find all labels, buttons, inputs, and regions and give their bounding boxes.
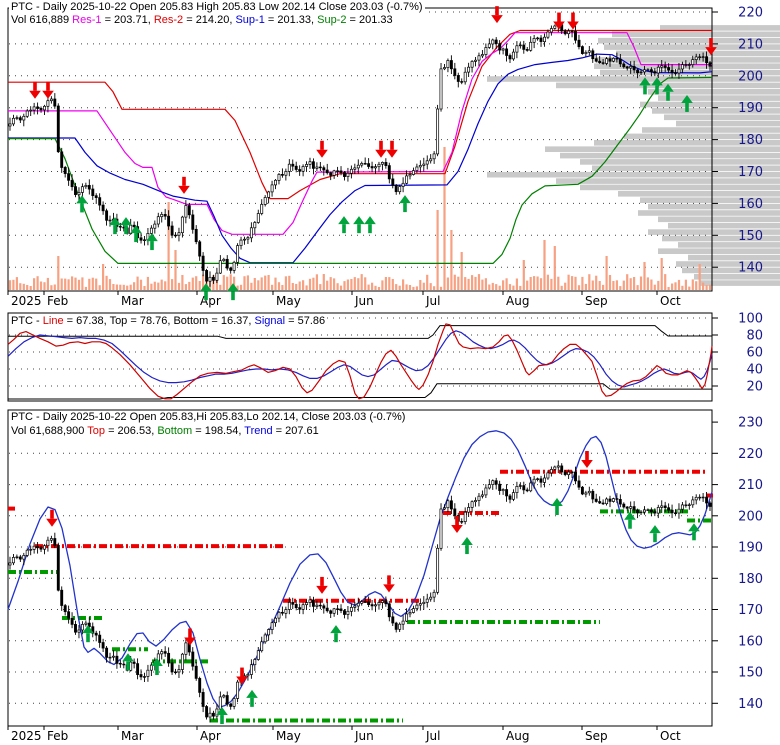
oscillator-panel-legend: PTC - Line = 67.38, Top = 78.76, Bottom … xyxy=(9,315,328,327)
sup2-value: = 201.33 xyxy=(346,14,393,26)
signal-value: = 57.86 xyxy=(285,315,326,327)
price-panel-title: PTC - Daily 2025-10-22 Open 205.83 High … xyxy=(9,1,425,13)
x-tick-label: May xyxy=(276,729,301,743)
x-tick-label: 2025 xyxy=(11,729,42,743)
overlay-lines xyxy=(8,29,713,264)
x-tick-label: Apr xyxy=(200,729,221,743)
x-tick-label: Apr xyxy=(200,294,221,308)
x-tick-label: Sep xyxy=(585,729,608,743)
y-tick-label: 150 xyxy=(738,666,763,681)
x-tick-label: Mar xyxy=(121,729,144,743)
sup1-value: = 201.33, xyxy=(264,14,318,26)
y-tick-label: 140 xyxy=(738,697,763,712)
y-tick-label: 170 xyxy=(738,603,763,618)
trend-volume-value: Vol 61,688,900 xyxy=(11,425,88,437)
y-tick-label: 210 xyxy=(738,478,763,493)
y-tick-label: 230 xyxy=(738,416,763,431)
signal-label: Signal xyxy=(254,315,286,327)
oscillator-lines xyxy=(7,323,713,400)
y-tick-label: 200 xyxy=(738,69,763,84)
trend-label: Trend xyxy=(244,425,273,437)
x-tick-label: Aug xyxy=(506,294,529,308)
res2-label: Res-2 xyxy=(153,14,184,26)
y-tick-label: 180 xyxy=(738,133,763,148)
x-tick-label: Sep xyxy=(585,294,608,308)
sup2-label: Sup-2 xyxy=(317,14,347,26)
x-tick-label: Oct xyxy=(660,729,681,743)
x-tick-label: Jun xyxy=(354,294,374,308)
y-tick-label: 100 xyxy=(738,312,763,327)
y-tick-label: 170 xyxy=(738,165,763,180)
signal-arrows xyxy=(29,6,717,301)
x-tick-label: Feb xyxy=(47,729,68,743)
oscillator-panel-axes: 100 80 60 40 20 xyxy=(7,312,763,402)
x-tick-label: Jun xyxy=(354,729,374,743)
res1-value: = 203.71, xyxy=(101,14,154,26)
trend-signal-arrows xyxy=(46,450,700,725)
trend-value: = 207.61 xyxy=(272,425,319,437)
top-bottom-values: Top = 78.76, Bottom = 16.37, xyxy=(109,315,255,327)
y-tick-label: 190 xyxy=(738,541,763,556)
level-segments xyxy=(8,469,713,723)
top-value: = 206.53, xyxy=(105,425,158,437)
trend-line xyxy=(7,430,713,709)
y-tick-label: 210 xyxy=(738,37,763,52)
res1-label: Res-1 xyxy=(72,14,102,26)
trend-panel-title-text: PTC - Daily 2025-10-22 Open 205.83,Hi 20… xyxy=(11,411,406,423)
y-tick-label: 160 xyxy=(738,197,763,212)
x-tick-label: Feb xyxy=(47,294,68,308)
x-tick-label: Mar xyxy=(121,294,144,308)
y-tick-label: 180 xyxy=(738,572,763,587)
trend-panel-title: PTC - Daily 2025-10-22 Open 205.83,Hi 20… xyxy=(9,411,408,423)
price-panel-title-text: PTC - Daily 2025-10-22 Open 205.83 High … xyxy=(11,1,423,13)
y-tick-label: 220 xyxy=(738,6,763,21)
y-tick-label: 220 xyxy=(738,447,763,462)
candles xyxy=(8,19,712,287)
trend-panel-axes: 230 220 210 200 190 180 170 160 150 140 2025 Feb Mar… xyxy=(7,409,763,743)
y-tick-label: 60 xyxy=(746,346,763,361)
y-tick-label: 140 xyxy=(738,261,763,276)
y-tick-label: 150 xyxy=(738,229,763,244)
x-tick-label: Oct xyxy=(660,294,681,308)
bottom-value: = 198.54, xyxy=(192,425,245,437)
trend-panel-legend: Vol 61,688,900 Top = 206.53, Bottom = 19… xyxy=(9,425,321,437)
y-tick-label: 190 xyxy=(738,101,763,116)
trend-candles xyxy=(8,460,712,723)
y-tick-label: 80 xyxy=(746,329,763,344)
x-tick-label: 2025 xyxy=(11,294,42,308)
y-tick-label: 40 xyxy=(746,363,763,378)
price-panel-axes: 220 210 200 190 180 170 160 150 140 2025 Feb Mar Apr… xyxy=(7,6,763,308)
x-tick-label: Jul xyxy=(425,294,440,308)
y-tick-label: 160 xyxy=(738,634,763,649)
top-label: Top xyxy=(87,425,106,437)
res2-value: = 214.20, xyxy=(183,14,236,26)
volume-value: Vol 616,889 xyxy=(11,14,73,26)
x-tick-label: Jul xyxy=(425,729,440,743)
x-tick-label: Aug xyxy=(506,729,529,743)
volume-profile xyxy=(487,25,780,286)
line-label: Line xyxy=(42,315,64,327)
line-value: = 67.38, xyxy=(63,315,110,327)
bottom-label: Bottom xyxy=(157,425,193,437)
x-tick-label: May xyxy=(276,294,301,308)
osc-prefix: PTC - xyxy=(11,315,43,327)
y-tick-label: 200 xyxy=(738,509,763,524)
price-panel-legend: Vol 616,889 Res-1 = 203.71, Res-2 = 214.… xyxy=(9,14,395,26)
sup1-label: Sup-1 xyxy=(235,14,265,26)
y-tick-label: 20 xyxy=(746,380,763,395)
volume-bars xyxy=(8,147,712,290)
